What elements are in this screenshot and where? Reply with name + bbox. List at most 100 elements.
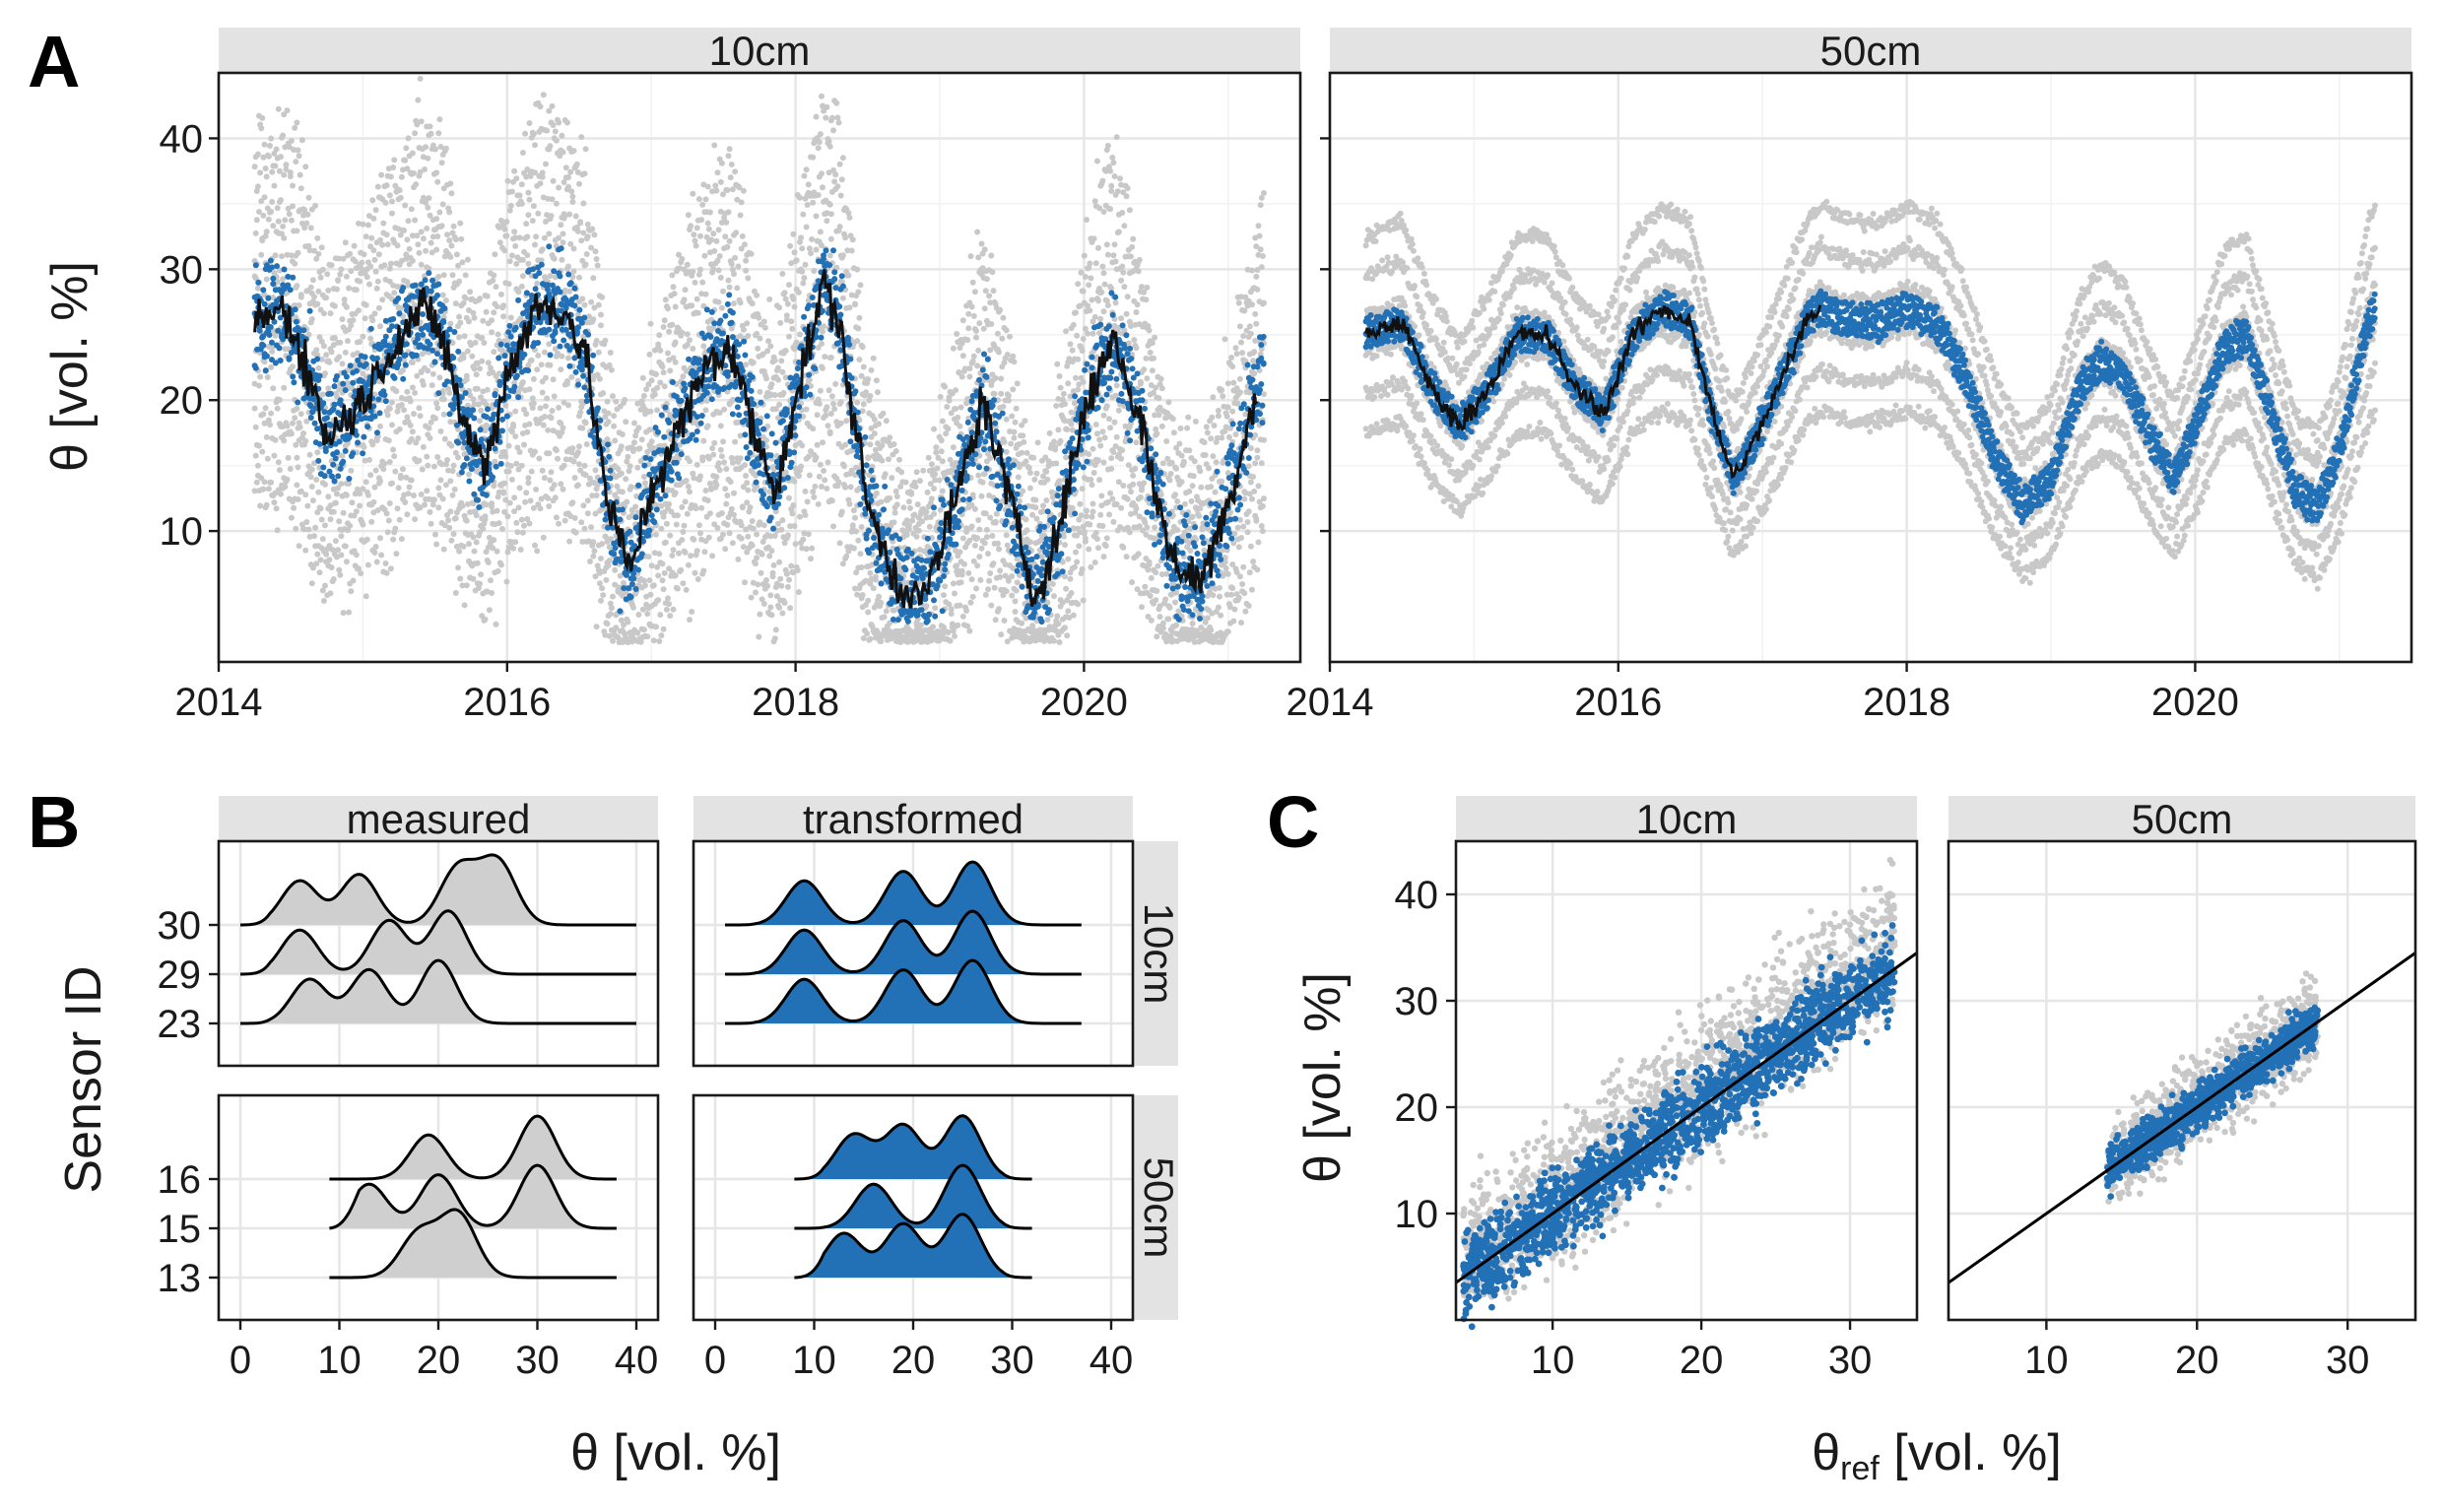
a-10cm-raw-point	[770, 561, 777, 568]
a-10cm-raw-point	[530, 131, 537, 137]
a-10cm-raw-point	[292, 260, 298, 267]
a-10cm-raw-point	[360, 441, 366, 448]
a-10cm-raw-point	[308, 580, 315, 587]
a-10cm-raw-point	[360, 370, 366, 377]
a-10cm-raw-point	[1063, 454, 1070, 461]
a-10cm-raw-point	[1089, 513, 1095, 520]
a-10cm-raw-point	[581, 419, 588, 426]
a-10cm-raw-point	[571, 514, 578, 521]
a-10cm-raw-point	[546, 230, 553, 237]
a-10cm-raw-point	[1101, 281, 1108, 288]
a-10cm-raw-point	[775, 364, 781, 371]
a-10cm-raw-point	[946, 601, 953, 608]
a-10cm-raw-point	[738, 522, 745, 529]
strip-a-50cm	[1330, 28, 2411, 73]
a-10cm-raw-point	[702, 488, 709, 493]
a-10cm-raw-point	[1133, 309, 1140, 315]
a-10cm-raw-point	[318, 516, 325, 523]
a-10cm-raw-point	[540, 92, 547, 99]
a-10cm-raw-point	[525, 480, 532, 487]
a-10cm-raw-point	[353, 508, 360, 515]
a-10cm-raw-point	[795, 589, 802, 596]
a-10cm-raw-point	[593, 337, 600, 344]
a-10cm-raw-point	[382, 560, 389, 566]
a-10cm-raw-point	[1165, 616, 1172, 623]
a-10cm-raw-point	[767, 533, 774, 540]
a-10cm-raw-point	[759, 551, 765, 558]
a-10cm-raw-point	[713, 482, 720, 489]
a-10cm-raw-point	[448, 242, 455, 249]
a-10cm-raw-point	[1119, 447, 1126, 454]
a-10cm-raw-point	[1133, 345, 1140, 352]
a-10cm-raw-point	[708, 486, 714, 493]
a-10cm-raw-point	[477, 365, 483, 372]
a-10cm-raw-point	[740, 326, 747, 333]
a-10cm-raw-point	[647, 623, 654, 629]
a-10cm-raw-point	[383, 231, 390, 238]
a-10cm-raw-point	[1112, 258, 1119, 265]
a-10cm-raw-point	[518, 283, 525, 290]
a-10cm-raw-point	[629, 635, 636, 641]
a-10cm-raw-point	[989, 533, 996, 539]
a-10cm-raw-point	[427, 123, 433, 130]
a-10cm-raw-point	[269, 199, 276, 205]
a-10cm-raw-point	[424, 453, 430, 460]
a-10cm-raw-point	[429, 501, 436, 508]
a-10cm-raw-point	[254, 462, 261, 469]
a-10cm-raw-point	[1035, 539, 1042, 545]
a-10cm-raw-point	[1071, 400, 1078, 407]
a-10cm-raw-point	[1111, 241, 1118, 248]
a-10cm-raw-point	[931, 486, 938, 492]
a-10cm-raw-point	[501, 508, 508, 515]
a-10cm-raw-point	[385, 517, 392, 524]
a-10cm-raw-point	[343, 492, 350, 498]
a-10cm-raw-point	[727, 479, 734, 486]
a-10cm-raw-point	[728, 261, 735, 267]
a-10cm-raw-point	[584, 510, 591, 517]
a-10cm-raw-point	[408, 206, 415, 213]
a-10cm-raw-point	[463, 517, 470, 524]
a-10cm-raw-point	[1187, 548, 1194, 554]
a-10cm-raw-point	[1063, 585, 1070, 592]
a-10cm-raw-point	[284, 251, 291, 258]
a-10cm-raw-point	[477, 580, 483, 587]
a-10cm-raw-point	[458, 235, 465, 242]
a-10cm-raw-point	[1010, 386, 1017, 393]
a-10cm-raw-point	[1131, 337, 1138, 344]
a-10cm-raw-point	[295, 147, 301, 154]
a-10cm-raw-point	[383, 182, 390, 189]
a-10cm-raw-point	[308, 466, 315, 473]
a-10cm-raw-point	[847, 484, 854, 491]
a-10cm-raw-point	[578, 237, 585, 244]
a-10cm-raw-point	[670, 355, 677, 362]
a-10cm-raw-point	[370, 215, 377, 222]
a-10cm-raw-point	[576, 180, 582, 187]
a-10cm-raw-point	[608, 605, 615, 612]
a-10cm-raw-point	[1069, 504, 1076, 511]
a-10cm-raw-point	[865, 597, 872, 604]
a-10cm-raw-point	[794, 567, 801, 573]
a-10cm-raw-point	[322, 370, 328, 377]
a-10cm-raw-point	[670, 606, 677, 613]
a-10cm-raw-point	[429, 249, 435, 256]
a-10cm-raw-point	[252, 452, 259, 459]
a-10cm-raw-point	[817, 461, 824, 468]
a-10cm-raw-point	[337, 571, 344, 578]
a-10cm-raw-point	[405, 491, 412, 497]
a-10cm-raw-point	[688, 553, 694, 559]
a-10cm-raw-point	[859, 592, 866, 598]
a-10cm-raw-point	[373, 239, 380, 246]
a-10cm-raw-point	[420, 235, 427, 242]
a-10cm-raw-point	[795, 473, 802, 480]
a-10cm-raw-point	[695, 271, 702, 278]
a-10cm-raw-point	[789, 510, 796, 517]
a-10cm-raw-point	[858, 524, 865, 530]
a-10cm-raw-point	[297, 185, 304, 192]
a-10cm-raw-point	[560, 239, 566, 246]
a-10cm-raw-point	[508, 476, 515, 483]
a-10cm-raw-point	[309, 277, 316, 284]
a-10cm-raw-point	[440, 396, 447, 403]
a-10cm-raw-point	[326, 359, 333, 365]
a-10cm-raw-point	[1141, 480, 1148, 487]
a-10cm-raw-point	[797, 439, 803, 446]
